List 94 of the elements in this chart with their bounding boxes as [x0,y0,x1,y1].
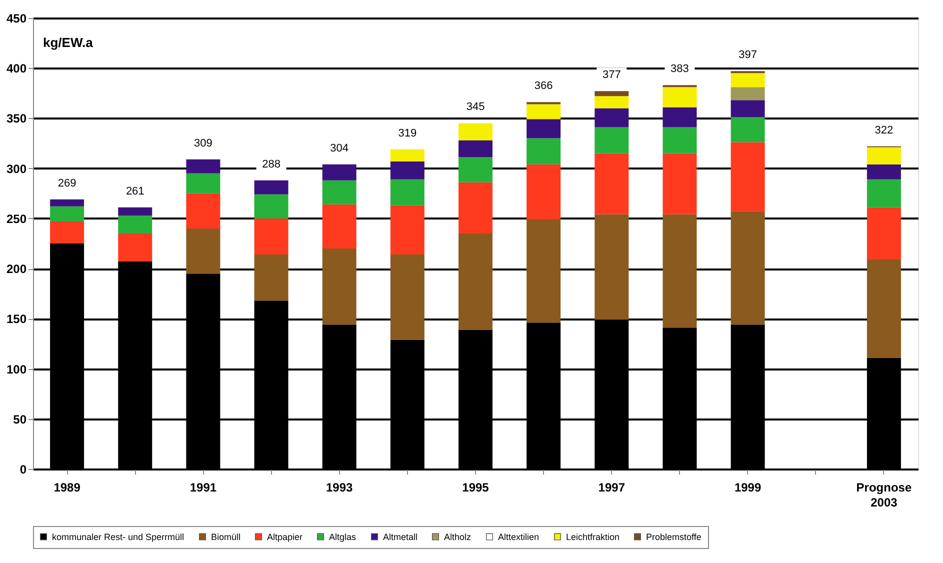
bar [866,207,901,260]
x-tick-label: 1989 [54,480,81,494]
bar [662,107,697,128]
bar [322,164,356,180]
x-tick-label: 1995 [462,480,490,494]
bar [390,254,424,340]
bar [594,91,629,96]
y-tick-label: 350 [6,112,27,126]
bar [254,180,288,194]
y-tick-label: 0 [20,462,27,476]
bar [866,260,901,358]
legend-label: kommunaler Rest- und Sperrmüll [52,532,184,542]
bar [594,96,629,108]
bar [50,206,84,222]
total-label: 383 [670,63,689,76]
total-label: 366 [534,80,553,92]
bar [730,142,765,212]
bar [118,233,152,262]
legend-label: Altglas [329,532,357,542]
y-tick-label: 250 [6,212,27,226]
bar [730,211,765,325]
total-label: 322 [874,124,894,136]
total-label: 261 [126,185,144,198]
bar [526,138,561,164]
bar [458,123,492,140]
bar [594,153,629,214]
x-tick-label: Prognose 2003 [856,480,912,510]
bar [730,73,765,88]
x-tick-label: 1999 [734,480,762,494]
bar [730,117,765,142]
bar [390,149,424,162]
bar [118,215,152,234]
legend-label: Altholz [444,532,472,542]
bar [730,100,765,118]
bar [594,214,629,320]
bar [254,254,288,301]
bar [390,205,424,255]
legend-label: Alttextilien [498,532,540,542]
bar [458,233,492,330]
bar [526,164,561,220]
bar [186,193,220,228]
y-tick-label: 450 [6,12,27,26]
legend-label: Biomüll [211,532,241,542]
bar [866,147,901,164]
legend-label: Leichtfraktion [566,532,620,542]
bar [662,127,697,154]
bar [730,87,765,100]
legend-label: Problemstoffe [646,532,702,542]
bar [458,182,492,234]
bar [186,228,220,274]
bar [594,127,629,154]
bar [186,159,220,174]
y-tick-label: 400 [6,62,27,76]
y-axis-title: kg/EW.a [43,35,94,50]
y-tick-label: 300 [6,162,27,176]
bar [458,157,492,182]
total-label: 269 [58,177,76,190]
legend-label: Altpapier [267,532,303,542]
bar [526,104,561,120]
total-label: 377 [602,69,621,82]
bar [526,219,561,323]
total-label: 304 [330,142,349,154]
y-tick-label: 100 [6,362,27,376]
bar [118,207,152,216]
total-label: 345 [466,101,485,114]
legend-label: Altmetall [383,532,418,542]
bar [390,179,424,206]
bar [526,119,561,138]
bar [390,161,424,180]
bar [662,153,697,214]
bar [662,87,697,108]
bar [322,204,356,249]
total-label: 319 [398,127,417,140]
bar [866,179,901,208]
total-label: 397 [738,49,757,62]
bar [50,199,84,206]
bar [322,248,356,325]
total-label: 309 [194,137,212,150]
y-tick-label: 50 [13,412,27,426]
bar [254,194,288,218]
x-tick-label: 1993 [326,480,354,494]
bar [186,173,220,194]
bar [458,140,492,158]
x-tick-label: 1997 [598,480,626,494]
bar [866,164,901,180]
bar [50,221,84,244]
y-tick-label: 150 [6,312,27,326]
y-tick-label: 200 [6,262,27,276]
x-tick-label: 1991 [190,480,217,494]
total-label: 288 [262,158,280,170]
bar [594,108,629,128]
bar [322,180,356,204]
bar [662,214,697,328]
bar [254,218,288,255]
